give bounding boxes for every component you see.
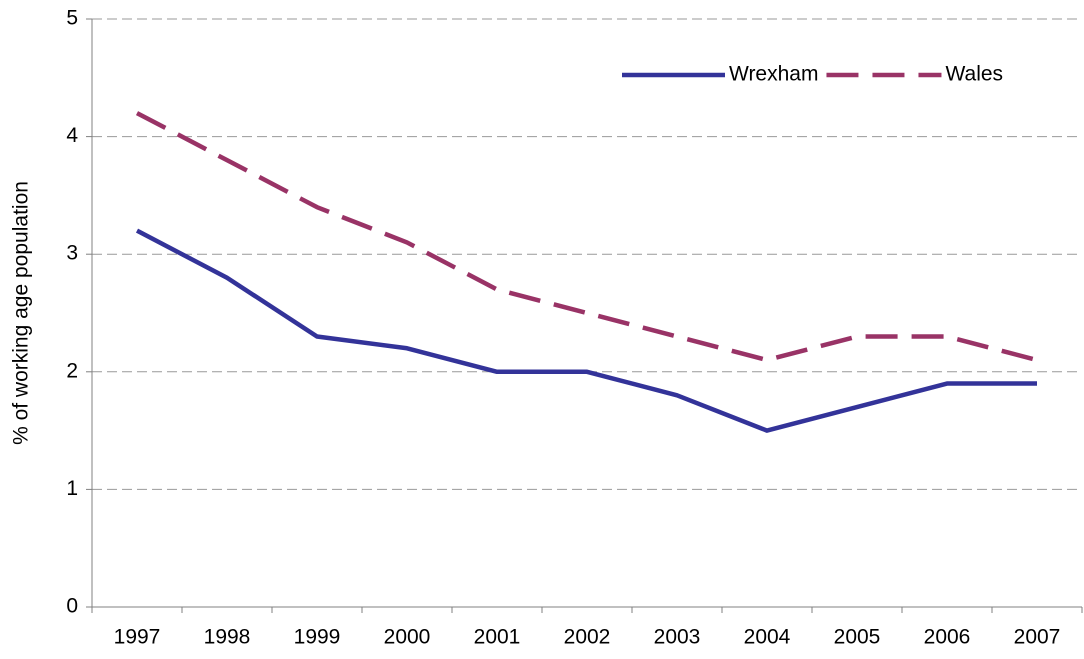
series-line (135, 228, 1037, 433)
x-tick-label: 2006 (924, 626, 971, 649)
x-tick-label: 1997 (114, 626, 161, 649)
y-tick-label: 2 (66, 359, 78, 382)
x-tick-label: 2007 (1014, 626, 1061, 649)
x-tick-label: 2005 (834, 626, 881, 649)
x-tick-label: 2000 (384, 626, 431, 649)
y-tick-label: 5 (66, 7, 78, 30)
y-tick-label: 1 (66, 477, 78, 500)
x-tick-label: 2004 (744, 626, 791, 649)
series-line (135, 111, 1038, 363)
legend-label: Wrexham (729, 63, 818, 86)
y-tick-label: 3 (66, 242, 78, 265)
x-tick-label: 1999 (294, 626, 341, 649)
y-tick-label: 4 (66, 124, 78, 147)
y-tick-label: 0 (66, 595, 78, 618)
x-tick-label: 2002 (564, 626, 611, 649)
x-tick-label: 2003 (654, 626, 701, 649)
legend-label: Wales (945, 63, 1003, 86)
y-axis-label: % of working age population (10, 181, 33, 445)
x-tick-label: 1998 (204, 626, 251, 649)
x-tick-label: 2001 (474, 626, 521, 649)
